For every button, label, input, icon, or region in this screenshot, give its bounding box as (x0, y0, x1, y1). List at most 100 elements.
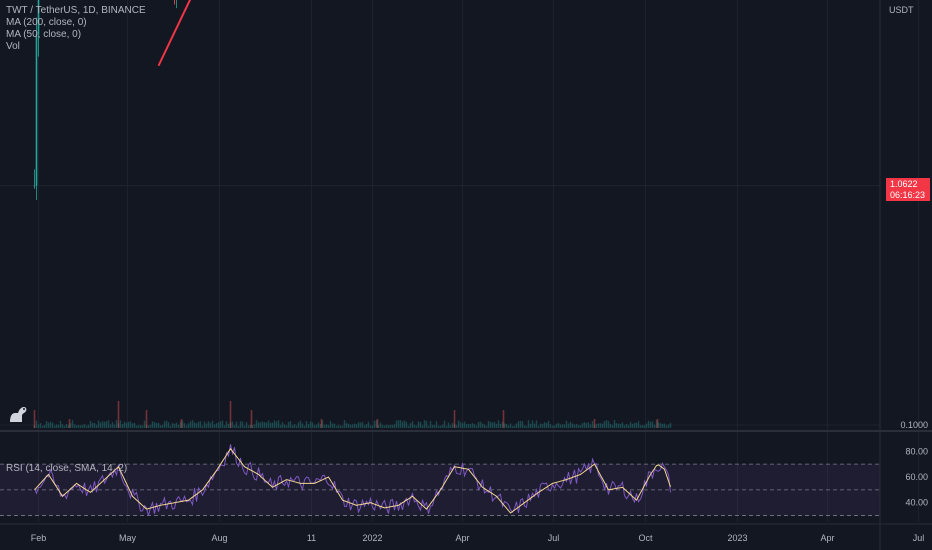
volume-bar (407, 425, 410, 428)
volume-bar (361, 422, 364, 428)
volume-bar (337, 424, 340, 428)
volume-bar (615, 423, 618, 428)
volume-bar (167, 422, 170, 428)
volume-bar (365, 423, 368, 428)
indicator-volume[interactable]: Vol (6, 41, 20, 52)
volume-bar (515, 423, 518, 428)
price-tick-label: 0.1000 (900, 420, 928, 430)
volume-bar (543, 422, 546, 428)
volume-bar (371, 425, 374, 428)
volume-bar (603, 421, 606, 428)
volume-bar (63, 425, 66, 428)
volume-bar (147, 425, 150, 428)
volume-bar (583, 422, 586, 428)
volume-bar (409, 423, 412, 428)
volume-bars (33, 401, 672, 428)
volume-bar (181, 420, 184, 428)
volume-bar (575, 424, 578, 428)
volume-bar (537, 425, 540, 428)
volume-bar (417, 421, 420, 428)
volume-bar (573, 424, 576, 428)
volume-bar (649, 421, 652, 428)
volume-bar (415, 425, 418, 428)
volume-bar (393, 424, 396, 428)
volume-bar (93, 422, 96, 428)
volume-bar (391, 424, 394, 428)
volume-bar (485, 425, 488, 428)
volume-bar (653, 424, 656, 428)
volume-bar (207, 421, 210, 428)
volume-bar (185, 425, 188, 428)
volume-bar (247, 425, 250, 428)
volume-bar (533, 423, 536, 428)
volume-bar (523, 425, 526, 428)
volume-bar (289, 421, 292, 428)
volume-bar (551, 425, 554, 428)
volume-bar (169, 425, 172, 428)
volume-bar (463, 421, 466, 428)
volume-bar (67, 425, 70, 428)
volume-bar (421, 425, 424, 428)
volume-bar (445, 425, 448, 428)
volume-bar (451, 423, 454, 428)
volume-bar (343, 420, 346, 428)
volume-bar (587, 422, 590, 428)
volume-bar (129, 421, 132, 428)
volume-bar (637, 421, 640, 428)
volume-bar (541, 424, 544, 428)
volume-bar (369, 425, 372, 428)
volume-bar (180, 419, 183, 428)
volume-bar (449, 425, 452, 428)
volume-bar (597, 423, 600, 428)
volume-bar (387, 425, 390, 428)
candle-body (37, 0, 40, 35)
volume-bar (195, 423, 198, 428)
volume-bar (99, 422, 102, 428)
volume-bar (351, 424, 354, 428)
volume-bar (227, 423, 230, 428)
currency-label[interactable]: USDT (889, 5, 914, 15)
volume-bar (567, 423, 570, 428)
volume-bar (137, 425, 140, 428)
volume-bar (499, 423, 502, 428)
volume-bar (225, 421, 228, 428)
volume-bar (219, 421, 222, 428)
time-tick-label: Jul (913, 533, 925, 543)
rsi-legend[interactable]: RSI (14, close, SMA, 14, 2) (6, 463, 128, 474)
time-tick-label: May (119, 533, 137, 543)
volume-bar (229, 422, 232, 428)
volume-bar (399, 420, 402, 428)
volume-bar (151, 421, 154, 428)
volume-bar (250, 410, 253, 428)
volume-bar (357, 422, 360, 428)
symbol-title[interactable]: TWT / TetherUS, 1D, BINANCE (6, 5, 146, 16)
indicator-ma200[interactable]: MA (200, close, 0) (6, 17, 87, 28)
volume-bar (643, 425, 646, 428)
volume-bar (217, 422, 220, 428)
volume-bar (473, 424, 476, 428)
volume-bar (75, 425, 78, 428)
volume-bar (347, 423, 350, 428)
volume-bar (509, 423, 512, 428)
volume-bar (502, 410, 505, 428)
volume-bar (395, 420, 398, 428)
volume-bar (413, 424, 416, 428)
volume-bar (667, 424, 670, 428)
volume-bar (279, 424, 282, 428)
volume-bar (57, 424, 60, 428)
volume-bar (241, 421, 244, 428)
tradingview-logo-icon[interactable] (8, 404, 30, 424)
volume-bar (243, 425, 246, 428)
indicator-ma50[interactable]: MA (50, close, 0) (6, 29, 82, 40)
volume-bar (253, 424, 256, 428)
volume-bar (571, 423, 574, 428)
volume-bar (229, 401, 232, 428)
volume-bar (297, 422, 300, 428)
volume-bar (213, 424, 216, 428)
volume-bar (135, 425, 138, 428)
volume-bar (359, 422, 362, 428)
volume-bar (177, 424, 180, 428)
volume-bar (511, 425, 514, 428)
volume-bar (117, 401, 120, 428)
